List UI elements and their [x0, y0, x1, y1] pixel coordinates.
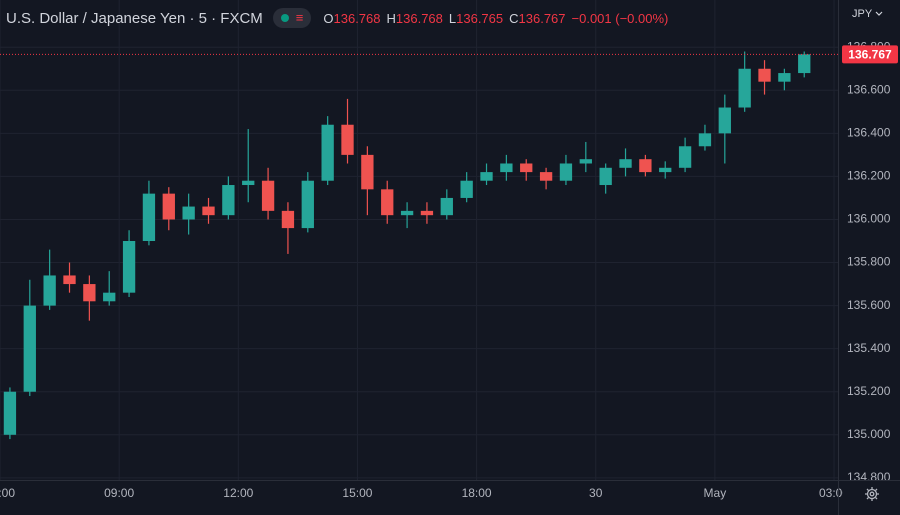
ohlc-value: 136.768 — [395, 10, 443, 26]
candle-body — [261, 180, 275, 211]
candle-body — [758, 68, 771, 82]
y-tick-label: 135.600 — [847, 298, 891, 312]
candle-body — [301, 180, 314, 229]
x-tick-label: 06:00 — [0, 486, 15, 500]
candle-body — [122, 241, 136, 293]
chevron — [875, 11, 883, 16]
candle-body — [698, 133, 712, 147]
candle-body — [778, 73, 791, 82]
candle-body — [480, 172, 493, 181]
currency-selector[interactable]: JPY — [852, 8, 883, 20]
y-tick-label: 136.400 — [847, 126, 891, 140]
ohlc-label: O — [323, 10, 334, 26]
candle-body — [63, 275, 76, 285]
ohlc-label: H — [386, 10, 396, 26]
candle-body — [162, 193, 175, 220]
y-tick-label: 135.000 — [847, 427, 891, 441]
ohlc-value: 136.767 — [518, 10, 566, 26]
candle-body — [103, 292, 116, 302]
candle-body — [222, 185, 235, 216]
y-tick-label: 136.600 — [847, 82, 891, 96]
y-tick-label: 135.200 — [847, 384, 891, 398]
x-tick-label: May — [704, 486, 727, 500]
last-price-label: 136.767 — [848, 48, 892, 62]
x-tick-label: 09:00 — [104, 486, 134, 500]
candle-body — [400, 210, 414, 216]
change-value: −0.001 (−0.00%) — [571, 10, 669, 26]
candle-body — [639, 159, 652, 173]
candle-body — [3, 391, 17, 435]
y-tick-label: 135.400 — [847, 341, 891, 355]
candle-body — [718, 107, 731, 134]
grid — [0, 0, 838, 480]
settings-icon[interactable] — [865, 487, 879, 501]
x-tick-label: 03:00 — [819, 486, 849, 500]
ohlc-label: C — [509, 10, 519, 26]
y-axis: 134.800 135.000 135.200 135.400 135.600 135.8… — [847, 39, 891, 484]
currency-label: JPY — [852, 8, 872, 20]
candle-body — [579, 159, 592, 164]
x-tick-label: 30 — [589, 486, 603, 500]
candle-body — [798, 54, 811, 74]
last-price: 136.767 — [0, 45, 898, 64]
candle-body — [361, 154, 374, 190]
candle-body — [381, 189, 394, 216]
y-tick-label: 136.200 — [847, 169, 891, 183]
menu-icon: ≡ — [295, 10, 304, 25]
candle-body — [559, 163, 573, 181]
x-axis: 06:00 09:00 12:00 15:00 18:00 30 May 03:00 — [0, 486, 849, 500]
market-open-dot — [280, 14, 289, 22]
candle-body — [738, 68, 751, 108]
y-tick-label: 134.800 — [847, 470, 891, 484]
candle-body — [460, 180, 473, 198]
candle-body — [23, 305, 36, 392]
candle-body — [619, 159, 632, 168]
candle-body — [678, 146, 692, 168]
last-price-box — [842, 45, 898, 64]
candle-body — [83, 284, 96, 302]
candle-body — [659, 167, 672, 173]
candle-body — [599, 167, 612, 186]
candle-body — [420, 210, 434, 216]
ohlc-value: 136.765 — [456, 10, 504, 26]
y-tick-label: 135.800 — [847, 255, 891, 269]
candle-body — [202, 206, 215, 216]
candle-body — [321, 124, 334, 181]
x-tick-label: 18:00 — [462, 486, 492, 500]
candle-body — [341, 124, 354, 155]
candle-body — [142, 193, 156, 242]
candle-body — [43, 275, 56, 306]
candle-body — [539, 172, 553, 181]
candle-body — [500, 163, 513, 173]
x-tick-label: 15:00 — [342, 486, 372, 500]
candles — [3, 51, 811, 440]
ohlc-value: 136.768 — [333, 10, 381, 26]
legend: U.S. Dollar / Japanese Yen · 5 · FXCM ≡ … — [6, 8, 674, 28]
candle-body — [520, 163, 533, 173]
y-tick-label: 136.000 — [847, 212, 891, 226]
status-badge[interactable]: ≡ — [272, 8, 312, 28]
symbol-title: U.S. Dollar / Japanese Yen · 5 · FXCM — [6, 9, 263, 27]
candle-body — [281, 210, 295, 229]
ohlc-label: L — [448, 10, 457, 26]
x-tick-label: 12:00 — [223, 486, 253, 500]
candle-body — [182, 206, 195, 220]
candle-body — [242, 180, 255, 186]
candle-body — [440, 197, 453, 216]
